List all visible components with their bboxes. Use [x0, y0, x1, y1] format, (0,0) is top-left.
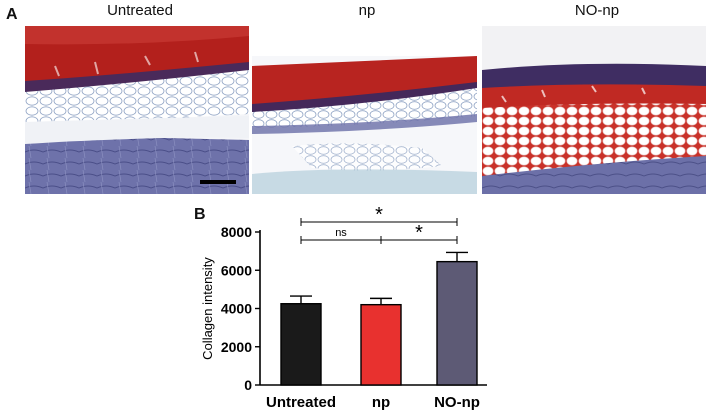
bar-untreated [280, 303, 322, 386]
x-tick-label-np: np [372, 394, 390, 411]
y-tick-label-2000: 2000 [221, 339, 252, 355]
y-tick-label-8000: 8000 [221, 224, 252, 240]
significance-untreated-vs-no-np-label: * [375, 204, 383, 226]
image-title-np: np [358, 2, 376, 19]
y-tick-label-6000: 6000 [221, 262, 252, 278]
image-title-no-np: NO-np [574, 2, 620, 19]
y-tick-label-0: 0 [244, 377, 252, 393]
significance-untreated-vs-np-label: ns [335, 227, 347, 239]
x-tick-label-untreated: Untreated [266, 394, 336, 411]
bar-no-np [436, 260, 478, 386]
y-axis-label: Collagen intensity [200, 257, 215, 360]
micrograph-no-np [482, 26, 706, 194]
x-tick-label-no-np: NO-np [434, 394, 480, 411]
panel-a-label: A [6, 6, 18, 23]
image-title-untreated: Untreated [107, 2, 173, 19]
bar-np [360, 303, 402, 386]
micrograph-untreated [25, 26, 249, 194]
significance-np-vs-no-np-label: * [415, 222, 423, 244]
panel-b-label: B [194, 206, 206, 223]
y-tick-label-4000: 4000 [221, 301, 252, 317]
micrograph-np [252, 56, 477, 194]
